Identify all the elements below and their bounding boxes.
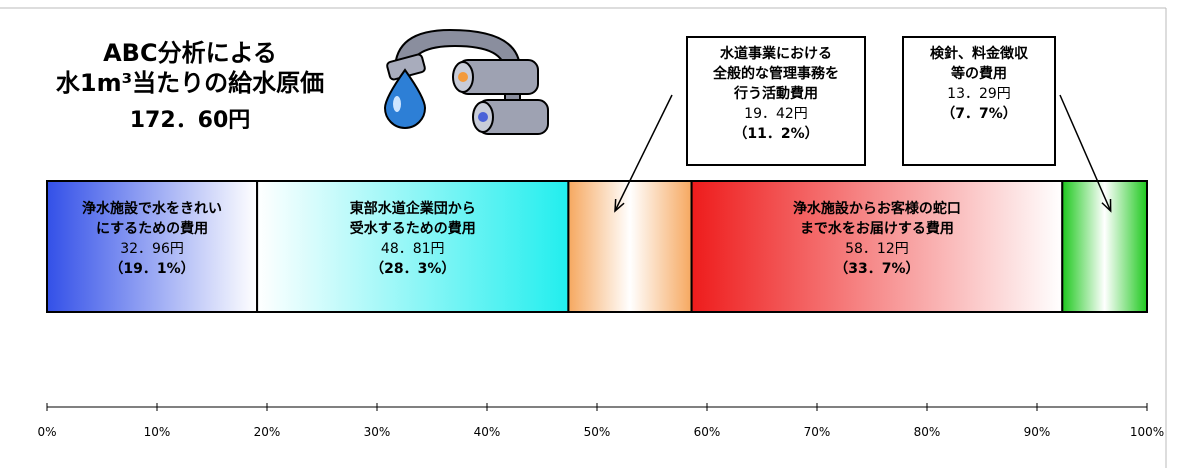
bar-segment: [46, 180, 259, 313]
amount-label: 32．96円: [120, 241, 184, 257]
x-tick-label: 50%: [583, 425, 611, 439]
x-tick-label: 70%: [803, 425, 831, 439]
bar-segment: [1061, 180, 1149, 313]
category-label: 浄水施設からお客様の蛇口 まで水をお届けする費用: [792, 201, 961, 237]
chart-title: ABC分析による 水1m³当たりの給水原価: [55, 39, 325, 97]
bar-segment: [256, 180, 570, 313]
x-tick-label: 100%: [1129, 425, 1165, 439]
x-tick-label: 10%: [143, 425, 171, 439]
callout-box: 検針、料金徴収 等の費用 13．29円 （7．7%）: [902, 36, 1056, 166]
value-label: （28．3%）: [370, 261, 456, 277]
total-label: 172．60円: [129, 108, 251, 133]
bar-segment: [567, 180, 693, 313]
x-tick-label: 30%: [363, 425, 391, 439]
x-tick-label: 0%: [37, 425, 57, 439]
value-label: （7．7%）: [941, 106, 1017, 122]
value-label: （11．2%）: [733, 126, 819, 142]
amount-label: 58．12円: [845, 241, 909, 257]
callout-arrowhead: [1101, 198, 1112, 213]
callout-box: 水道事業における 全般的な管理事務を 行う活動費用 19．42円 （11．2%）: [686, 36, 866, 166]
amount-label: 13．29円: [947, 86, 1011, 102]
faucet-illustration: [383, 28, 549, 135]
segment-label: 浄水施設で水をきれい にするための費用 32．96円 （19．1%）: [47, 199, 257, 279]
category-label: 浄水施設で水をきれい にするための費用: [82, 201, 223, 237]
segment-label: 東部水道企業団から 受水するための費用 48．81円 （28．3%）: [257, 199, 568, 279]
callout-arrow: [614, 94, 673, 212]
amount-label: 19．42円: [744, 106, 808, 122]
x-tick-label: 60%: [693, 425, 721, 439]
value-label: （19．1%）: [109, 261, 195, 277]
x-tick-label: 90%: [1023, 425, 1051, 439]
amount-label: 48．81円: [380, 241, 445, 257]
callout-arrowhead: [614, 198, 625, 213]
value-label: （33．7%）: [834, 261, 920, 277]
category-label: 東部水道企業団から 受水するための費用: [349, 201, 476, 237]
segment-label: 浄水施設からお客様の蛇口 まで水をお届けする費用 58．12円 （33．7%）: [692, 199, 1063, 279]
x-tick-label: 80%: [913, 425, 941, 439]
category-label: 検針、料金徴収 等の費用: [930, 46, 1028, 82]
callout-arrow: [1059, 94, 1112, 212]
category-label: 水道事業における 全般的な管理事務を 行う活動費用: [713, 46, 839, 102]
x-tick-label: 40%: [473, 425, 501, 439]
x-tick-label: 20%: [253, 425, 281, 439]
